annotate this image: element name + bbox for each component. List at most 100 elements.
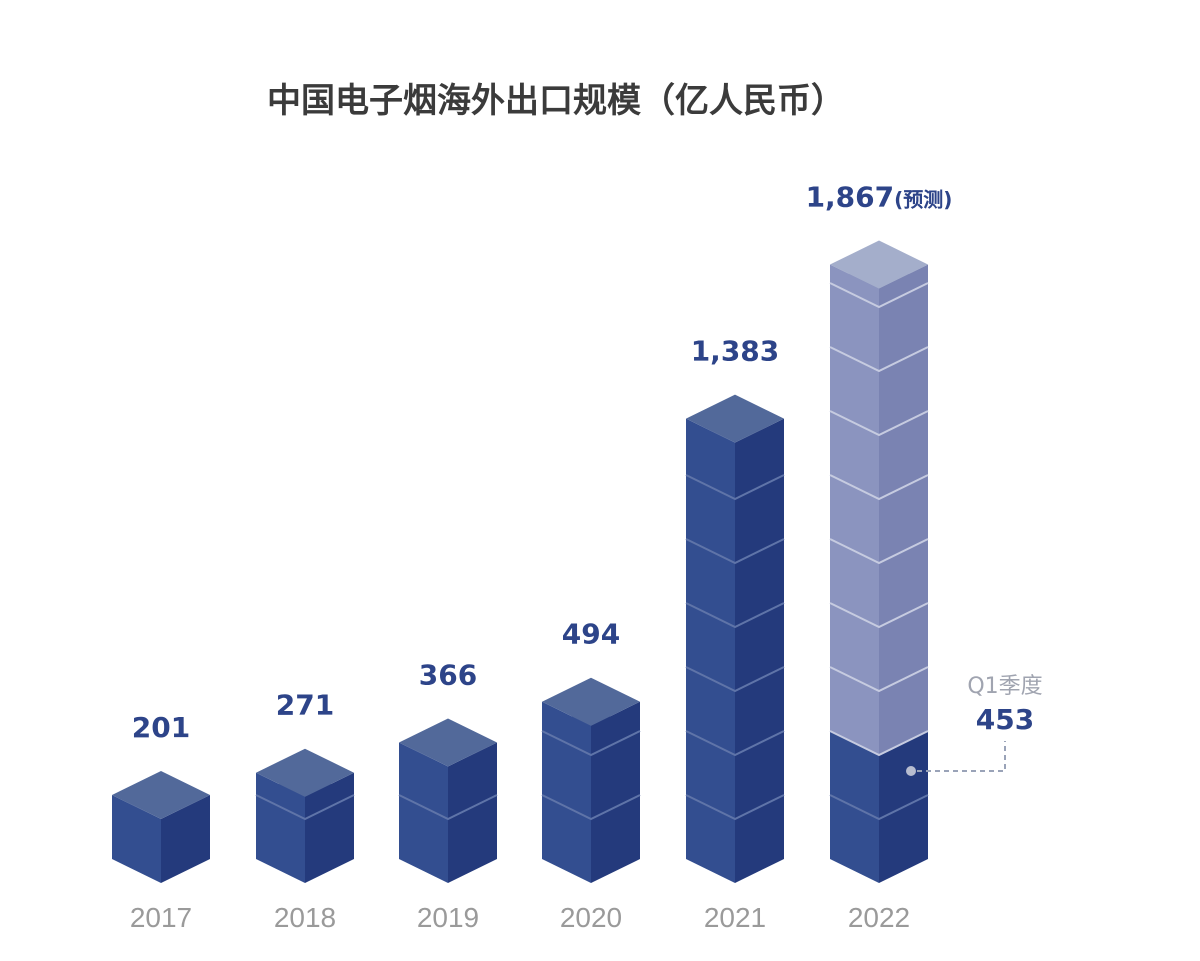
segment-separator [541,794,641,821]
cube-right-face [879,539,928,627]
bar-2018 [255,748,355,883]
cube-right-face [879,795,928,883]
cube-left-face [256,795,305,883]
segment-separator [829,282,929,309]
cube-left-face [399,742,448,819]
cube-left-face [830,475,879,563]
cube-right-face [735,539,784,627]
bar-2020 [541,677,641,883]
bar-segment [256,748,354,819]
cube-right-face [305,795,354,883]
cube-left-face [686,603,735,691]
bar-segment [830,240,928,307]
bar-segment [399,718,497,819]
cube-right-face [591,731,640,819]
data-label-2018: 271 [276,689,334,722]
data-label-2019: 366 [419,658,477,691]
x-tick-label-2021: 2021 [704,902,766,933]
cube-top-face [830,240,928,289]
chart-title: 中国电子烟海外出口规模（亿人民币） [267,81,845,121]
cube-right-face [879,347,928,435]
cube-left-face [542,701,591,755]
cube-right-face [591,795,640,883]
cube-right-face [879,475,928,563]
cube-left-face [830,283,879,371]
cube-right-face [448,795,497,883]
cube-top-face [542,677,640,726]
cube-left-face [686,539,735,627]
segment-separator [829,666,929,693]
segment-separator [541,730,641,757]
bar-segment [686,394,784,499]
cube-top-face [112,771,210,819]
segment-separator [685,730,785,757]
segment-separator [829,410,929,437]
bar-segment [112,771,210,883]
cube-left-face [830,731,879,819]
segment-separator [685,538,785,565]
segment-separator [685,602,785,629]
cube-left-face [830,667,879,755]
cube-top-face [686,394,784,443]
cube-left-face [399,795,448,883]
annotation-value: 453 [976,703,1034,736]
x-tick-label-2017: 2017 [130,902,192,933]
cube-left-face [112,795,161,883]
cube-right-face [879,283,928,371]
cube-left-face [542,795,591,883]
data-label-2017: 201 [132,711,190,744]
cube-right-face [735,795,784,883]
segment-separator [685,474,785,501]
cube-right-face [879,731,928,819]
x-tick-label-2022: 2022 [848,902,910,933]
cube-right-face [735,667,784,755]
segment-separator [685,666,785,693]
segment-separator [255,794,355,821]
cube-left-face [830,264,879,307]
x-tick-label-2020: 2020 [560,902,622,933]
cube-left-face [686,795,735,883]
annotation-group: Q1季度 453 [906,674,1043,776]
cube-top-face [256,748,354,797]
cube-right-face [735,731,784,819]
cube-left-face [686,475,735,563]
cube-right-face [305,772,354,819]
cube-left-face [256,772,305,819]
cube-left-face [830,539,879,627]
bars-group [112,240,929,883]
cube-right-face [879,603,928,691]
cube-left-face [686,667,735,755]
cube-right-face [735,475,784,563]
cube-left-face [830,347,879,435]
x-axis-ticks: 2017 2018 2019 2020 2021 2022 [130,902,910,933]
x-tick-label-2019: 2019 [417,902,479,933]
cube-left-face [542,731,591,819]
cube-top-face [399,718,497,767]
bar-segment [542,677,640,755]
cube-left-face [686,418,735,499]
cube-right-face [591,701,640,755]
cube-left-face [830,411,879,499]
annotation-label: Q1季度 [967,674,1042,699]
annotation-dot [906,766,916,776]
bar-2019 [398,718,498,883]
bar-2022 [829,240,929,883]
data-label-2021: 1,383 [691,335,780,368]
cube-right-face [879,264,928,307]
segment-separator [829,474,929,501]
bar-2017 [112,771,210,883]
bar-2021 [685,394,785,883]
cube-right-face [879,411,928,499]
cube-right-face [161,795,210,883]
segment-separator [829,730,929,757]
cube-right-face [735,603,784,691]
cube-right-face [448,742,497,819]
cube-left-face [830,795,879,883]
data-label-2022: 1,867(预测) [806,181,953,214]
forecast-suffix: (预测) [894,188,952,212]
data-label-2020: 494 [562,618,620,651]
cube-right-face [879,667,928,755]
segment-separator [829,346,929,373]
segment-separator [398,794,498,821]
